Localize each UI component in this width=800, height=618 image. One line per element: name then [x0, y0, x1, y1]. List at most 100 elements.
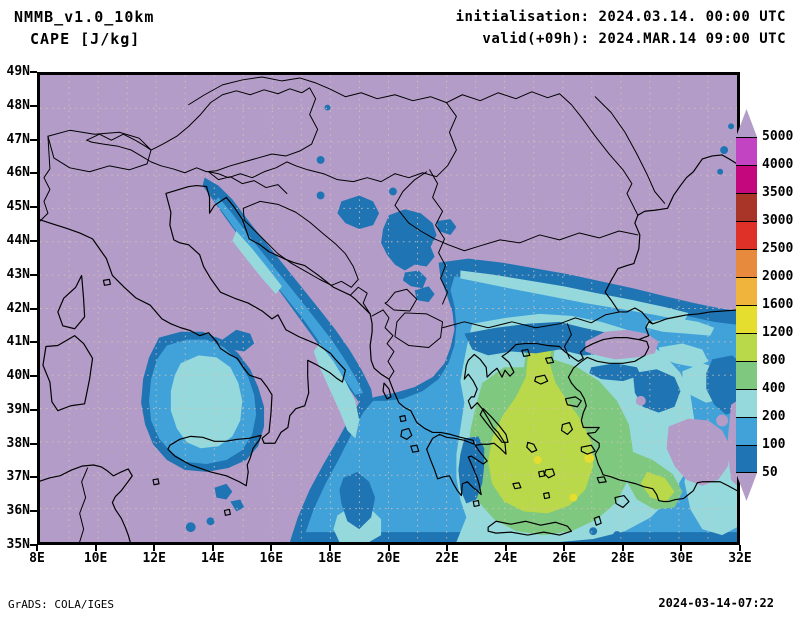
colorbar-segment [736, 333, 757, 361]
lat-axis-label: 45N [6, 199, 30, 215]
colorbar-segment [736, 305, 757, 333]
border-austria [86, 87, 319, 174]
lat-axis-tick [30, 476, 37, 479]
lon-axis-label: 26E [552, 551, 577, 566]
coastline-north-africa [40, 464, 133, 542]
lon-axis-tick [153, 545, 156, 551]
lon-axis-label: 30E [669, 551, 694, 566]
border-tunisia-algeria [79, 467, 89, 542]
cape-shaded-field [141, 104, 737, 542]
lat-axis-label: 48N [6, 97, 30, 113]
island-sicily [167, 434, 262, 487]
colorbar-segment [736, 193, 757, 221]
map-plot-area [37, 72, 740, 545]
lat-axis-tick [30, 104, 37, 107]
lon-axis-tick [563, 545, 566, 551]
lat-axis-tick [30, 138, 37, 141]
colorbar-level-label: 2500 [762, 241, 794, 256]
island-crete [487, 520, 573, 536]
lon-axis-tick [94, 545, 97, 551]
lon-axis-tick [387, 545, 390, 551]
lat-axis-label: 36N [6, 503, 30, 519]
border-czech-slovakia-hungary [188, 76, 447, 106]
lat-axis-tick [30, 239, 37, 242]
coastline-italy [40, 184, 346, 444]
colorbar-segment [736, 221, 757, 249]
initialisation-time: initialisation: 2024.03.14. 00:00 UTC [455, 9, 786, 25]
colorbar-segment [736, 445, 757, 473]
lon-axis-tick [211, 545, 214, 551]
lon-axis-tick [680, 545, 683, 551]
lon-axis-label: 10E [83, 551, 108, 566]
lat-axis-tick [30, 273, 37, 276]
lon-axis-tick [270, 545, 273, 551]
colorbar-level-label: 400 [762, 381, 786, 396]
lon-axis-tick [621, 545, 624, 551]
colorbar-segment [736, 249, 757, 277]
lat-axis-label: 41N [6, 334, 30, 350]
lon-axis-label: 16E [259, 551, 284, 566]
lat-axis-label: 39N [6, 401, 30, 417]
lat-axis-tick [30, 71, 37, 73]
border-serbia-east [429, 169, 448, 305]
border-hungary-south [208, 102, 457, 183]
variable-name: CAPE [J/kg] [30, 30, 141, 48]
lat-axis-label: 43N [6, 266, 30, 282]
colorbar-level-label: 50 [762, 465, 778, 480]
colorbar-segment [736, 277, 757, 305]
lon-axis-tick [36, 545, 38, 551]
small-islands [102, 278, 630, 526]
lon-axis-label: 8E [29, 551, 45, 566]
lat-axis-label: 46N [6, 165, 30, 181]
coastline-black-sea-west [604, 154, 737, 325]
colorbar-level-label: 100 [762, 437, 786, 452]
lat-axis-tick [30, 510, 37, 513]
lat-axis-tick [30, 544, 37, 546]
creation-timestamp: 2024-03-14-07:22 [658, 596, 774, 610]
lon-axis-label: 18E [318, 551, 342, 566]
lon-axis-tick [446, 545, 449, 551]
colorbar-level-label: 800 [762, 353, 786, 368]
lon-axis-label: 14E [201, 551, 225, 566]
colorbar-over-arrow [736, 109, 757, 137]
colorbar-level-label: 1200 [762, 325, 794, 340]
lon-axis-label: 32E [728, 551, 752, 566]
coastline-balkan-west-greece [205, 185, 574, 497]
coastline-marmara-north [571, 337, 640, 362]
border-albania-east [371, 309, 395, 380]
colorbar-legend: 5000 4000 3500 3000 2500 2000 1600 1200 800 400 20… [736, 109, 800, 509]
island-euboea [479, 408, 509, 443]
lat-axis-label: 44N [6, 232, 30, 248]
lat-axis-tick [30, 442, 37, 445]
model-name: NMMB_v1.0_10km [14, 8, 155, 26]
border-greece-turkey [563, 323, 572, 359]
lat-axis-tick [30, 375, 37, 378]
lon-axis-label: 24E [493, 551, 518, 566]
lat-axis-tick [30, 341, 37, 344]
coastline-marmara [567, 309, 737, 378]
lon-axis-label: 22E [435, 551, 459, 566]
colorbar-level-label: 2000 [762, 269, 794, 284]
lat-axis-label: 49N [6, 64, 30, 79]
border-switzerland [47, 129, 152, 173]
lon-axis-label: 28E [611, 551, 635, 566]
border-montenegro [349, 286, 371, 315]
lat-axis-label: 47N [6, 131, 30, 147]
border-slovenia-croatia [208, 171, 288, 194]
lat-axis-label: 40N [6, 368, 30, 384]
lon-axis-tick [739, 545, 741, 551]
lat-axis-label: 37N [6, 469, 30, 485]
lat-axis-label: 38N [6, 435, 30, 451]
colorbar-segment [736, 165, 757, 193]
border-romania [394, 91, 639, 252]
lon-axis-label: 12E [142, 551, 166, 566]
colorbar-segment [736, 137, 757, 165]
lon-axis-tick [504, 545, 507, 551]
forecast-time-block: initialisation: 2024.03.14. 00:00 UTC va… [456, 6, 786, 50]
colorbar-segment [736, 361, 757, 389]
chart-title-block: NMMB_v1.0_10km CAPE [J/kg] [14, 6, 154, 50]
border-macedonia [394, 312, 444, 348]
colorbar-swatches [736, 109, 757, 501]
border-moldova [594, 96, 666, 204]
